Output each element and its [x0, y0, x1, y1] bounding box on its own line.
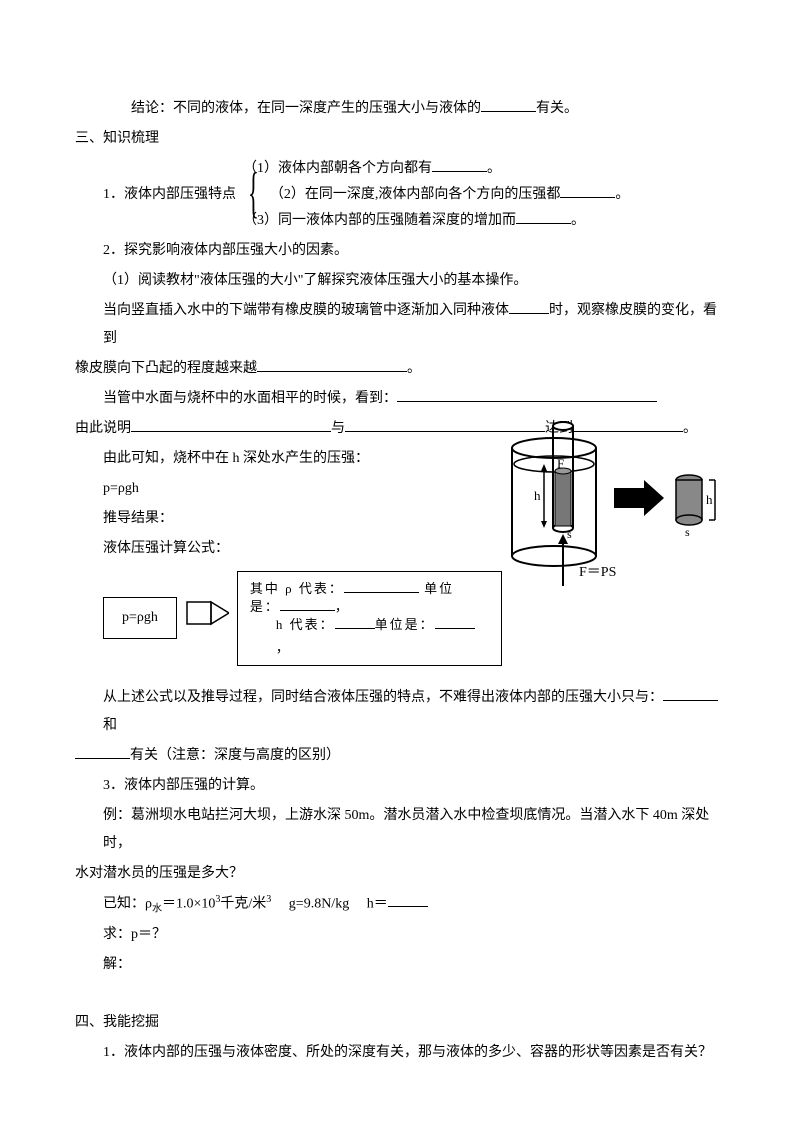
blank	[509, 300, 549, 314]
point3-solve: 解：	[75, 951, 719, 979]
blank	[75, 745, 130, 759]
blank	[560, 184, 615, 198]
svg-text:s: s	[567, 527, 572, 541]
point1-row: 1．液体内部压强特点 { （2）在同一深度,液体内部向各个方向的压强都。	[75, 181, 719, 209]
point2-para5: 有关（注意：深度与高度的区别）	[75, 742, 719, 770]
svg-text:F: F	[557, 456, 564, 471]
blank	[344, 580, 419, 593]
point2-para1-line2: 橡皮膜向下凸起的程度越来越。	[75, 355, 719, 383]
formula-box: p=ρgh	[103, 597, 177, 639]
point2-conclusion1: 由此可知，烧杯中在 h 深处水产生的压强：	[75, 445, 455, 473]
svg-text:F＝PS: F＝PS	[579, 565, 616, 580]
pressure-diagram: h F s F＝PS h s	[499, 416, 719, 596]
blank	[257, 358, 407, 372]
conclusion-after: 有关。	[536, 101, 578, 116]
arrow-icon	[185, 600, 229, 637]
point3-example2: 水对潜水员的压强是多大？	[75, 860, 719, 888]
point2-para1: 当向竖直插入水中的下端带有橡皮膜的玻璃管中逐渐加入同种液体时，观察橡皮膜的变化，…	[75, 297, 719, 353]
svg-text:h: h	[534, 488, 541, 503]
blank	[435, 616, 475, 629]
point2-sub1: （1）阅读教材"液体压强的大小"了解探究液体压强大小的基本操作。	[75, 267, 719, 295]
blank	[131, 418, 331, 432]
blank	[397, 388, 657, 402]
point2-para4: 从上述公式以及推导过程，同时结合液体压强的特点，不难得出液体内部的压强大小只与：…	[75, 684, 719, 740]
point3-find: 求：p＝？	[75, 921, 719, 949]
point1-sub1: （1）液体内部朝各个方向都有。	[75, 155, 719, 183]
point3-example: 例：葛洲坝水电站拦河大坝，上游水深 50m。潜水员潜入水中检查坝底情况。当潜入水…	[75, 802, 719, 858]
svg-text:s: s	[685, 525, 690, 539]
point3-label: 3．液体内部压强的计算。	[75, 772, 719, 800]
blank	[663, 687, 718, 701]
q1: 1．液体内部的压强与液体密度、所处的深度有关，那与液体的多少、容器的形状等因素是…	[75, 1039, 719, 1067]
blank	[481, 98, 536, 112]
blank	[335, 616, 375, 629]
blank	[516, 210, 571, 224]
blank	[432, 158, 487, 172]
svg-text:h: h	[706, 492, 713, 507]
blank	[280, 598, 335, 611]
point3-given: 已知：ρ水＝1.0×103千克/米3 g=9.8N/kg h＝	[75, 890, 719, 919]
section4-title: 四、我能挖掘	[75, 1009, 719, 1037]
section3-title: 三、知识梳理	[75, 125, 719, 153]
point1-sub2: （2）在同一深度,液体内部向各个方向的压强都。	[270, 181, 630, 209]
blank	[388, 893, 428, 907]
point2-para2: 当管中水面与烧杯中的水面相平的时候，看到：	[75, 385, 719, 413]
conclusion-line: 结论：不同的液体，在同一深度产生的压强大小与液体的 有关。	[75, 95, 719, 123]
point1-sub3: （3）同一液体内部的压强随着深度的增加而。	[75, 207, 719, 235]
description-box: 其中 ρ 代表： 单位 是：， h 代表：单位是：，	[237, 571, 502, 665]
point1-label: 1．液体内部压强特点	[103, 181, 236, 209]
conclusion-before: 结论：不同的液体，在同一深度产生的压强大小与液体的	[131, 101, 481, 116]
point2-label: 2．探究影响液体内部压强大小的因素。	[75, 237, 719, 265]
